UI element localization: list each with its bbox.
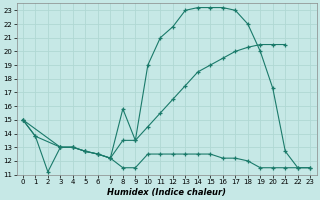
X-axis label: Humidex (Indice chaleur): Humidex (Indice chaleur) — [107, 188, 226, 197]
